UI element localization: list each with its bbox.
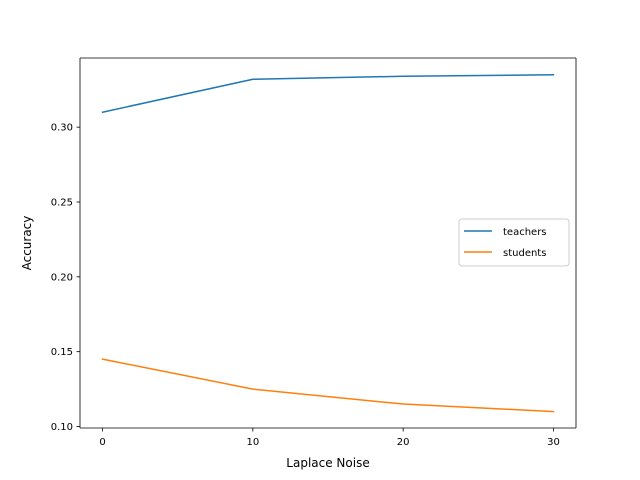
x-tick-label: 10: [246, 437, 259, 448]
y-axis: 0.10 0.15 0.20 0.25 0.30: [51, 123, 80, 433]
legend-label-students: students: [503, 248, 546, 259]
legend: teachers students: [458, 218, 570, 267]
x-axis: 0 10 20 30: [99, 428, 560, 448]
y-tick-label: 0.30: [51, 123, 73, 134]
y-axis-label: Accuracy: [20, 216, 34, 271]
y-tick-label: 0.10: [51, 422, 73, 433]
x-tick-label: 30: [547, 437, 560, 448]
axes-frame: [79, 57, 577, 429]
series-line-students: [101, 358, 555, 413]
x-tick-label: 0: [99, 437, 105, 448]
series-line-teachers: [101, 74, 555, 114]
y-tick-label: 0.20: [51, 272, 73, 283]
y-tick-label: 0.15: [51, 347, 73, 358]
y-tick-label: 0.25: [51, 197, 73, 208]
x-axis-label: Laplace Noise: [286, 456, 369, 470]
x-tick-label: 20: [397, 437, 410, 448]
series-layer: [101, 74, 555, 413]
legend-label-teachers: teachers: [503, 227, 547, 238]
